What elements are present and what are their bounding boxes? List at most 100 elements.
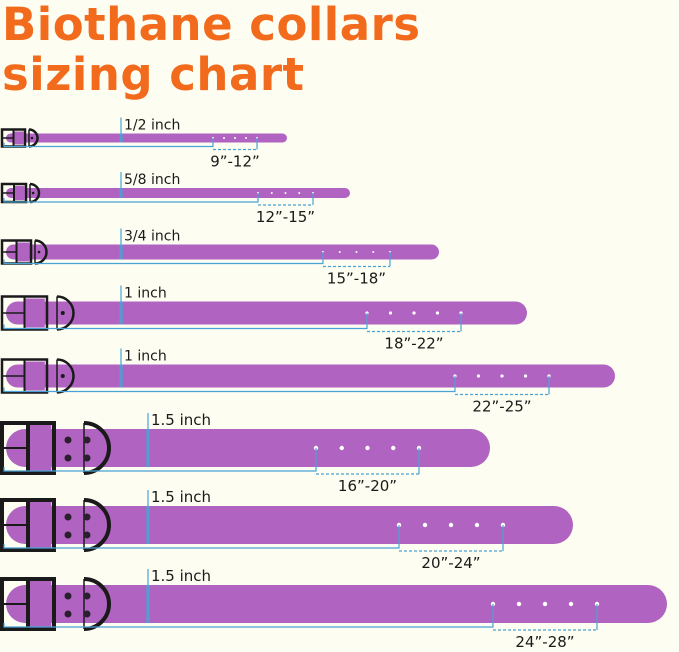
rivet-icon (83, 610, 91, 618)
d-ring-icon (29, 182, 41, 204)
collar-7: 1.5 inch 20”-24” (0, 488, 573, 572)
buckle-strap (28, 425, 52, 471)
rivet-icon (31, 191, 35, 195)
d-ring-icon (34, 239, 48, 265)
strap (6, 506, 573, 544)
hole (234, 137, 236, 139)
hole (422, 522, 428, 528)
hole (270, 192, 273, 194)
length-bracket (3, 604, 494, 628)
hole (412, 311, 416, 315)
rivet-icon (37, 250, 41, 254)
range-label: 18”-22” (384, 335, 443, 353)
hole (474, 522, 480, 528)
collar-5: 1 inch 22”-25” (0, 348, 615, 416)
buckle-strap (14, 186, 25, 200)
hole (542, 601, 548, 607)
rivet-icon (83, 513, 91, 521)
range-label: 9”-12” (210, 153, 260, 171)
hole (339, 445, 344, 451)
hole (372, 251, 375, 253)
length-bracket (3, 525, 400, 549)
hole (365, 445, 370, 451)
width-marker-cap (146, 429, 150, 467)
rivet-icon (64, 592, 72, 600)
collar-8: 1.5 inch 24”-28” (0, 567, 667, 651)
length-bracket (3, 252, 324, 265)
range-label: 16”-20” (338, 477, 397, 495)
range-label: 24”-28” (515, 633, 574, 651)
hole (284, 192, 287, 194)
range-label: 12”-15” (256, 208, 315, 226)
length-bracket (3, 138, 214, 148)
width-label: 1 inch (124, 349, 167, 365)
width-label: 5/8 inch (124, 172, 180, 188)
strap (6, 364, 615, 388)
rivet-icon (83, 531, 91, 539)
rivet-icon (64, 436, 72, 444)
hole (391, 445, 396, 451)
length-bracket (3, 376, 456, 393)
strap (6, 301, 527, 325)
rivet-icon (60, 374, 65, 378)
strap (6, 244, 439, 260)
hole (568, 601, 574, 607)
rivet-icon (83, 436, 91, 444)
length-bracket (3, 193, 259, 203)
hole (223, 137, 225, 139)
width-label: 1.5 inch (151, 567, 211, 585)
rivet-icon (83, 454, 91, 462)
width-marker-cap (146, 506, 150, 544)
range-label: 15”-18” (327, 270, 386, 288)
hole (298, 192, 301, 194)
rivet-icon (60, 311, 65, 315)
width-label: 1 inch (124, 286, 167, 302)
range-label: 20”-24” (421, 554, 480, 572)
buckle-strap (28, 502, 52, 548)
hole (516, 601, 522, 607)
length-bracket (3, 313, 368, 330)
width-marker-cap (119, 133, 123, 143)
title-line-1: Biothane collars (2, 0, 421, 51)
width-marker-cap (146, 585, 150, 623)
rivet-icon (64, 610, 72, 618)
strap (6, 585, 667, 623)
length-bracket (3, 448, 317, 472)
rivet-icon (64, 513, 72, 521)
hole (338, 251, 341, 253)
hole (245, 137, 247, 139)
rivet-icon (64, 531, 72, 539)
strap (6, 429, 490, 467)
hole (388, 311, 393, 315)
width-label: 1.5 inch (151, 488, 211, 506)
hole (355, 251, 358, 253)
hole (435, 311, 440, 315)
width-label: 1/2 inch (124, 118, 180, 134)
width-label: 1.5 inch (151, 411, 211, 429)
rivet-icon (83, 592, 91, 600)
width-marker-cap (119, 244, 123, 260)
width-label: 3/4 inch (124, 229, 180, 245)
rivet-icon (30, 136, 34, 140)
collar-4: 1 inch 18”-22” (0, 285, 527, 353)
strap (6, 133, 287, 143)
width-marker-cap (119, 364, 123, 388)
width-marker-cap (119, 301, 123, 325)
buckle-strap (24, 361, 45, 391)
width-marker-cap (119, 188, 123, 198)
rivet-icon (64, 454, 72, 462)
range-label: 22”-25” (472, 398, 531, 416)
hole (448, 522, 454, 528)
buckle-strap (28, 581, 52, 627)
strap (6, 188, 350, 198)
collar-3: 3/4 inch 15”-18” (0, 228, 439, 288)
collar-2: 5/8 inch 12”-15” (0, 172, 350, 226)
hole (500, 374, 504, 378)
hole (523, 374, 528, 378)
hole (476, 374, 481, 378)
buckle-strap (24, 298, 45, 328)
buckle-strap (16, 242, 30, 262)
title-line-2: sizing chart (2, 48, 305, 101)
